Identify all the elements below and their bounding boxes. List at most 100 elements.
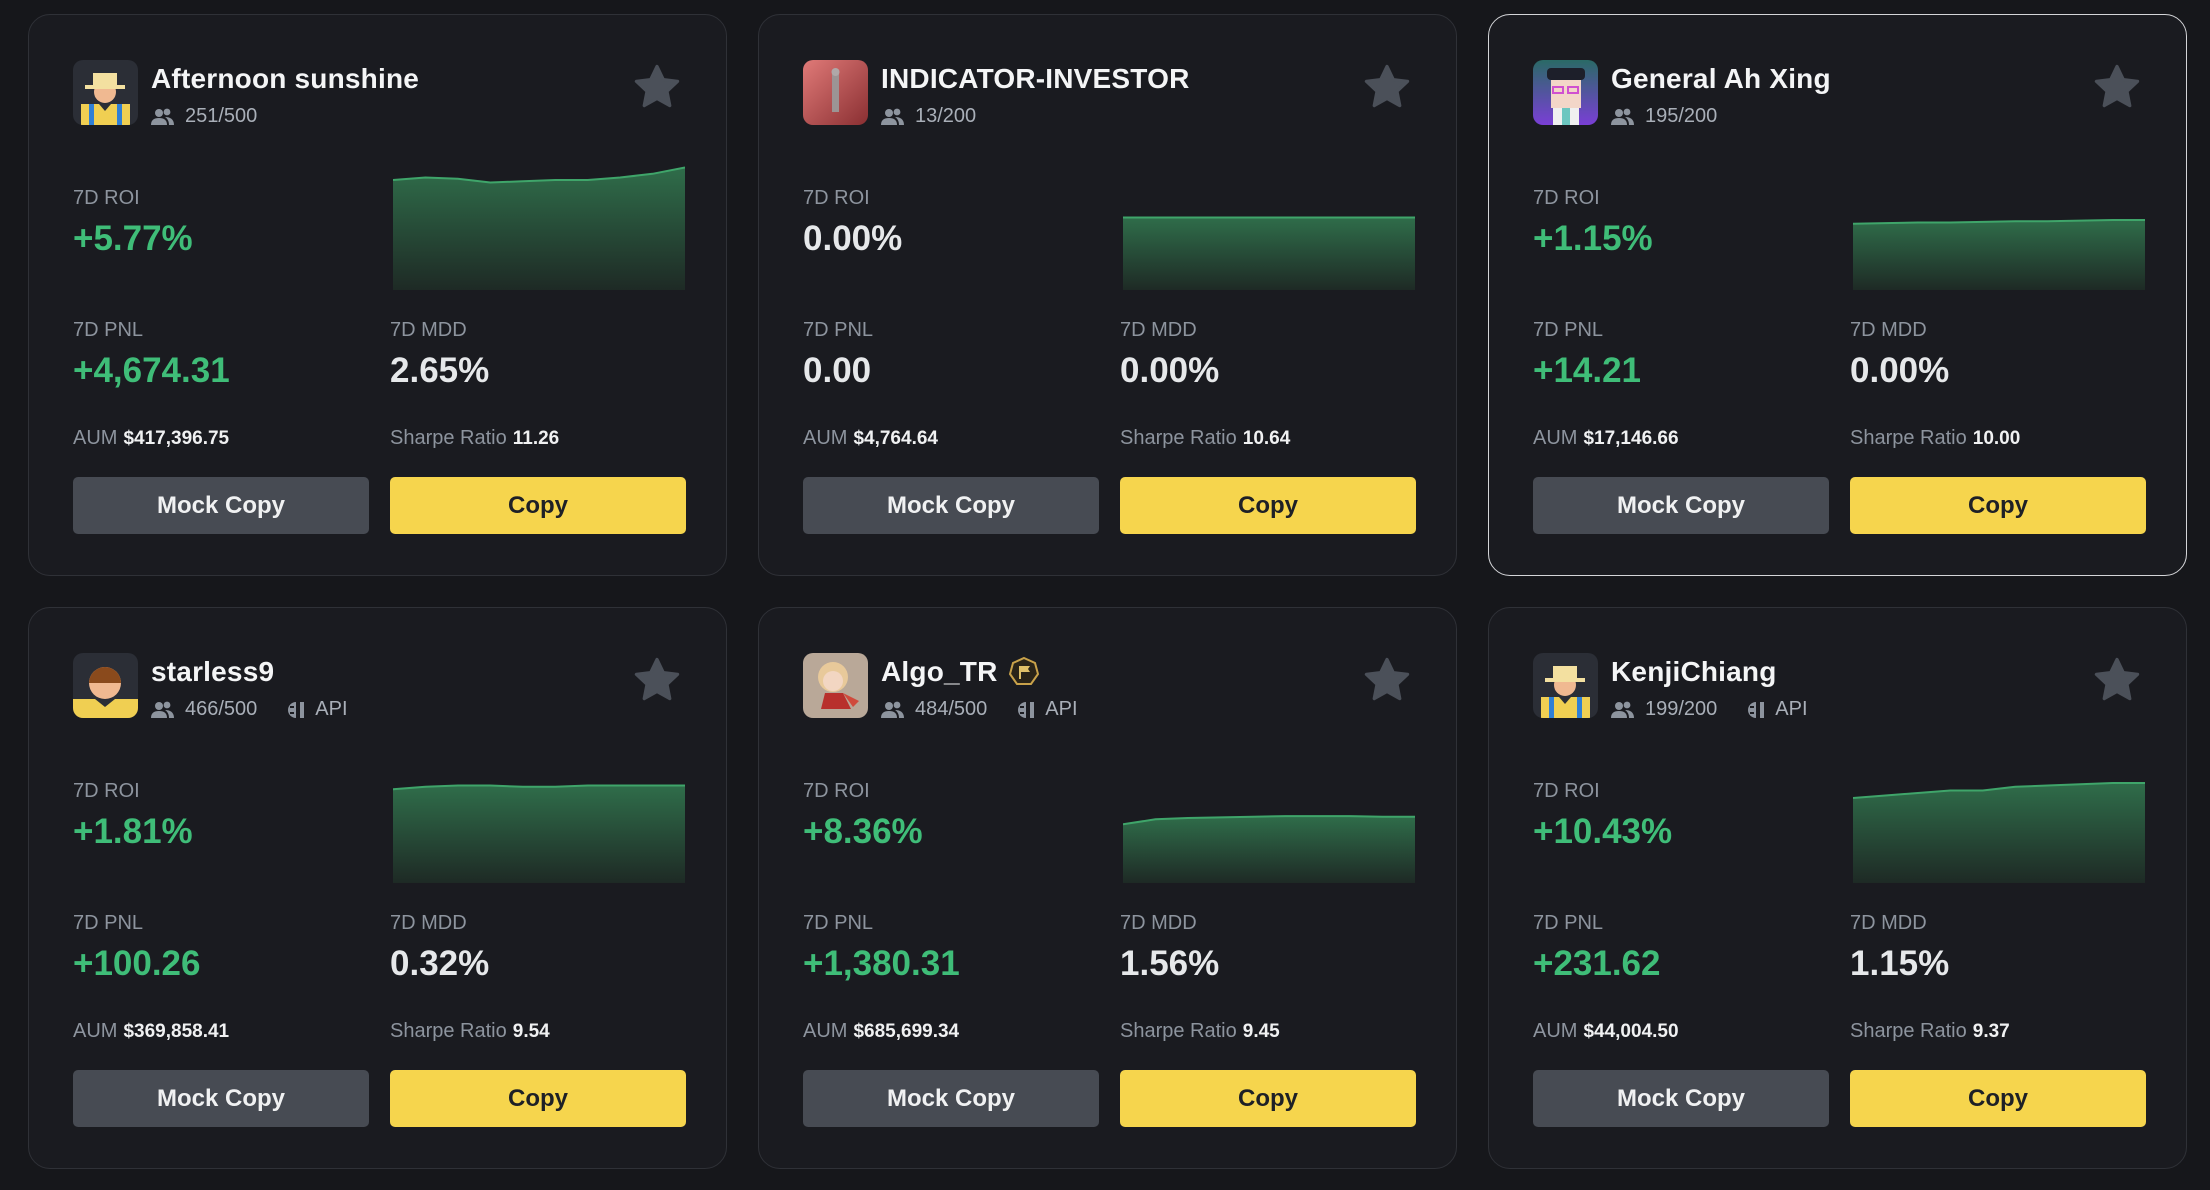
- trader-name[interactable]: Afternoon sunshine: [151, 63, 420, 94]
- sharpe-label: Sharpe Ratio: [1120, 1020, 1237, 1042]
- roi-sparkline-chart: [1123, 815, 1415, 883]
- trader-name[interactable]: General Ah Xing: [1611, 63, 1831, 94]
- api-plug-icon: [1015, 700, 1037, 720]
- sharpe-label: Sharpe Ratio: [390, 427, 507, 449]
- mock-copy-button[interactable]: Mock Copy: [803, 477, 1099, 534]
- pnl-value: +14.21: [1533, 351, 1642, 390]
- api-tag: API: [1745, 698, 1808, 721]
- roi-label: 7D ROI: [73, 780, 140, 802]
- trader-name[interactable]: KenjiChiang: [1611, 656, 1777, 687]
- favorite-star-icon[interactable]: [1361, 654, 1413, 706]
- trader-card[interactable]: Algo_TR 484/500 API 7D ROI +8.36% 7D PNL…: [758, 607, 1457, 1169]
- mock-copy-button[interactable]: Mock Copy: [1533, 1070, 1829, 1127]
- copy-button[interactable]: Copy: [1120, 477, 1416, 534]
- sparkline-line: [393, 784, 685, 791]
- followers-count: 195/200: [1645, 105, 1718, 127]
- aum-label: AUM: [803, 427, 848, 449]
- aum-label: AUM: [1533, 427, 1578, 449]
- followers-count: 484/500: [915, 698, 988, 720]
- aum-label: AUM: [803, 1020, 848, 1042]
- copy-button[interactable]: Copy: [1120, 1070, 1416, 1127]
- farmer-hat-avatar[interactable]: [1533, 653, 1598, 718]
- roi-label: 7D ROI: [803, 187, 870, 209]
- roi-value: +10.43%: [1533, 812, 1673, 851]
- pnl-value: +231.62: [1533, 944, 1661, 983]
- trader-name[interactable]: starless9: [151, 656, 275, 687]
- copy-button[interactable]: Copy: [390, 477, 686, 534]
- followers-count: 251/500: [185, 105, 258, 127]
- api-plug-icon: [285, 700, 307, 720]
- mdd-label: 7D MDD: [390, 912, 467, 934]
- aum-value: $4,764.64: [853, 428, 938, 449]
- sparkline-area: [1123, 217, 1415, 290]
- favorite-star-icon[interactable]: [1361, 61, 1413, 113]
- boy-avatar[interactable]: [73, 653, 138, 718]
- pnl-label: 7D PNL: [73, 912, 144, 934]
- trader-card[interactable]: General Ah Xing 195/200 7D ROI +1.15% 7D…: [1488, 14, 2187, 576]
- mdd-value: 1.56%: [1120, 944, 1220, 983]
- followers-count: 199/200: [1645, 698, 1718, 720]
- aum-value: $44,004.50: [1583, 1021, 1679, 1042]
- roi-value: +5.77%: [73, 219, 193, 258]
- mdd-label: 7D MDD: [390, 319, 467, 341]
- general-avatar[interactable]: [1533, 60, 1598, 125]
- pnl-value: +1,380.31: [803, 944, 960, 983]
- favorite-star-icon[interactable]: [2091, 654, 2143, 706]
- followers-count: 13/200: [915, 105, 977, 127]
- sharpe-label: Sharpe Ratio: [1850, 427, 1967, 449]
- sparkline-line: [1853, 782, 2145, 799]
- roi-label: 7D ROI: [1533, 187, 1600, 209]
- sharpe-value: 11.26: [512, 428, 560, 449]
- followers-icon: [881, 700, 905, 720]
- trader-card[interactable]: Afternoon sunshine 251/500 7D ROI +5.77%…: [28, 14, 727, 576]
- trader-card[interactable]: starless9 466/500 API 7D ROI +1.81% 7D P…: [28, 607, 727, 1169]
- sparkline-area: [1123, 816, 1415, 883]
- sparkline-line: [393, 166, 685, 184]
- aum-value: $685,699.34: [853, 1021, 960, 1042]
- api-label: API: [1045, 698, 1078, 720]
- pnl-value: +4,674.31: [73, 351, 230, 390]
- aum-info: AUM $44,004.50: [1533, 1020, 1679, 1043]
- farmer-hat-avatar[interactable]: [73, 60, 138, 125]
- mdd-label: 7D MDD: [1120, 319, 1197, 341]
- mock-copy-button[interactable]: Mock Copy: [73, 1070, 369, 1127]
- trader-name[interactable]: Algo_TR: [881, 656, 998, 687]
- favorite-star-icon[interactable]: [2091, 61, 2143, 113]
- pnl-label: 7D PNL: [1533, 319, 1604, 341]
- mock-copy-button[interactable]: Mock Copy: [73, 477, 369, 534]
- trader-card[interactable]: KenjiChiang 199/200 API 7D ROI +10.43% 7…: [1488, 607, 2187, 1169]
- sharpe-info: Sharpe Ratio 9.45: [1120, 1020, 1280, 1043]
- aum-value: $17,146.66: [1583, 428, 1679, 449]
- pnl-label: 7D PNL: [803, 912, 874, 934]
- api-tag: API: [285, 698, 348, 721]
- aum-info: AUM $17,146.66: [1533, 427, 1679, 450]
- mdd-value: 0.00%: [1850, 351, 1950, 390]
- favorite-star-icon[interactable]: [631, 654, 683, 706]
- trader-card[interactable]: INDICATOR-INVESTOR 13/200 7D ROI 0.00% 7…: [758, 14, 1457, 576]
- trader-name[interactable]: INDICATOR-INVESTOR: [881, 63, 1190, 94]
- aum-value: $417,396.75: [123, 428, 230, 449]
- sparkline-area: [393, 167, 685, 290]
- mdd-value: 1.15%: [1850, 944, 1950, 983]
- sparkline-line: [1123, 815, 1415, 826]
- verified-badge-icon: [1008, 656, 1040, 688]
- favorite-star-icon[interactable]: [631, 61, 683, 113]
- copy-button[interactable]: Copy: [1850, 477, 2146, 534]
- pnl-value: +100.26: [73, 944, 201, 983]
- copy-button[interactable]: Copy: [390, 1070, 686, 1127]
- followers-icon: [881, 107, 905, 127]
- sparkline-area: [1853, 220, 2145, 290]
- sharpe-info: Sharpe Ratio 9.54: [390, 1020, 550, 1043]
- photo-figure-avatar[interactable]: [803, 60, 868, 125]
- mock-copy-button[interactable]: Mock Copy: [803, 1070, 1099, 1127]
- sharpe-value: 9.45: [1242, 1021, 1280, 1042]
- sharpe-value: 9.37: [1972, 1021, 2010, 1042]
- girl-photo-avatar[interactable]: [803, 653, 868, 718]
- mdd-label: 7D MDD: [1850, 319, 1927, 341]
- roi-label: 7D ROI: [73, 187, 140, 209]
- copy-button[interactable]: Copy: [1850, 1070, 2146, 1127]
- roi-value: 0.00%: [803, 219, 903, 258]
- roi-sparkline-chart: [1853, 219, 2145, 290]
- roi-value: +8.36%: [803, 812, 923, 851]
- mock-copy-button[interactable]: Mock Copy: [1533, 477, 1829, 534]
